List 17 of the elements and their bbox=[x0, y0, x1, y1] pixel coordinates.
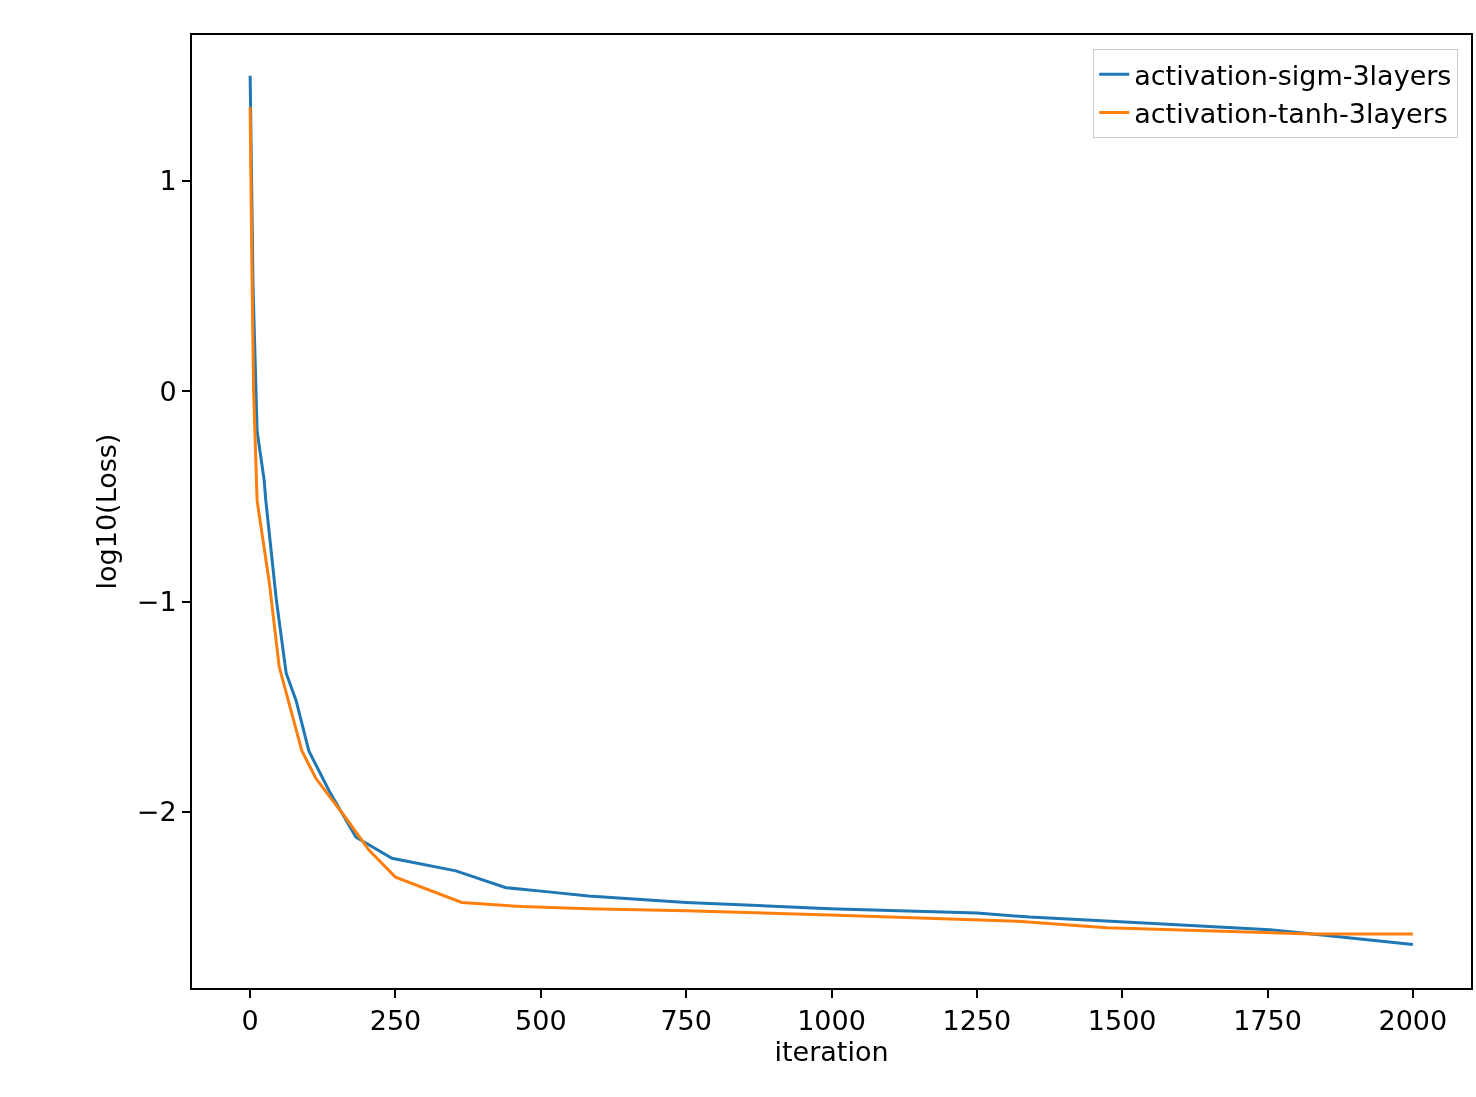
x-tick-label: 500 bbox=[515, 1005, 567, 1037]
x-tick-label: 750 bbox=[660, 1005, 712, 1037]
x-tick-label: 1000 bbox=[797, 1005, 866, 1037]
legend-label: activation-sigm-3layers bbox=[1134, 59, 1452, 91]
x-tick-label: 1750 bbox=[1233, 1005, 1302, 1037]
x-tick-label: 1500 bbox=[1087, 1005, 1157, 1037]
legend-label: activation-tanh-3layers bbox=[1134, 97, 1448, 129]
y-tick-label: −2 bbox=[136, 796, 177, 828]
x-tick-label: 1250 bbox=[942, 1005, 1012, 1037]
x-axis-title: iteration bbox=[774, 1036, 889, 1068]
x-tick-label: 2000 bbox=[1378, 1005, 1448, 1037]
y-tick-label: 0 bbox=[159, 375, 177, 407]
y-tick-label: −1 bbox=[136, 586, 177, 618]
x-tick-label: 250 bbox=[369, 1005, 422, 1037]
x-tick-label: 0 bbox=[241, 1005, 259, 1037]
y-tick-label: 1 bbox=[159, 165, 177, 197]
y-axis-title: log10(Loss) bbox=[91, 433, 123, 590]
